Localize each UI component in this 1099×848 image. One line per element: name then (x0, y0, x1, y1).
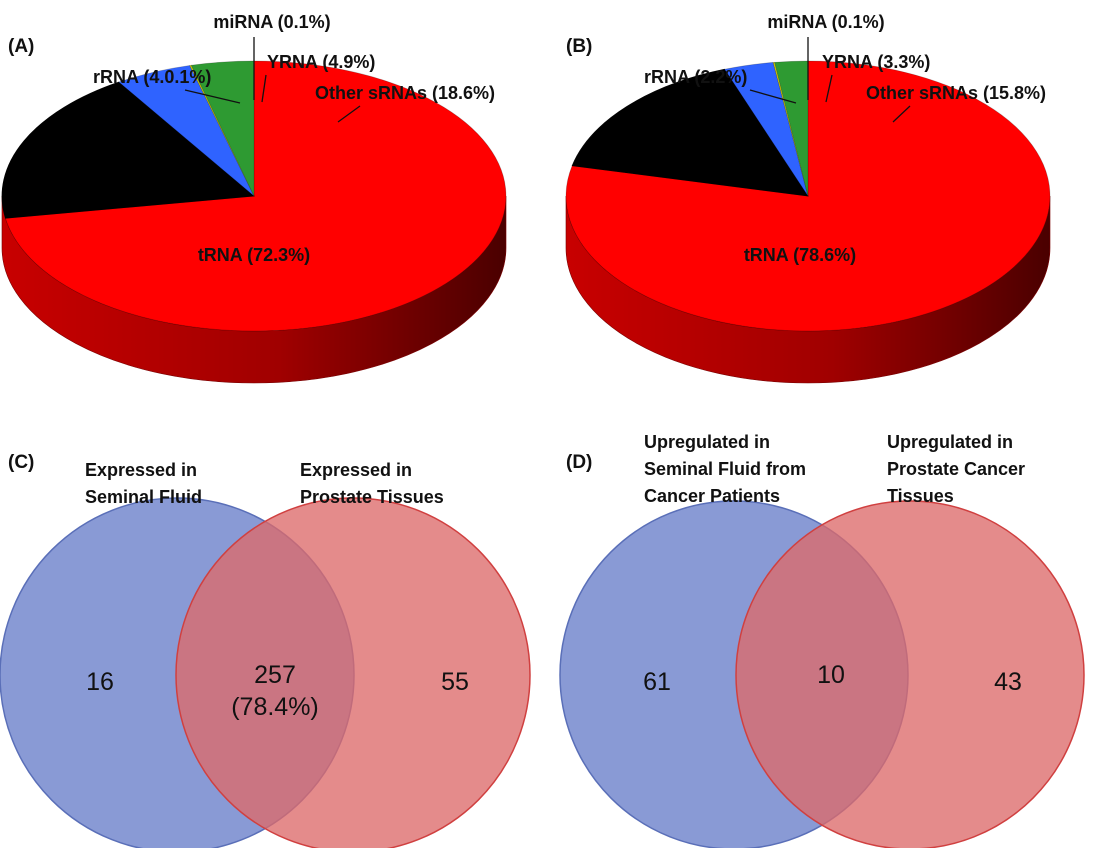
venn-d-overlap-count: 10 (817, 661, 845, 689)
pie-a-label-rrna: rRNA (4.0.1%) (93, 67, 211, 87)
pie-a-label-yrna: YRNA (4.9%) (267, 52, 375, 72)
pie-b-slice-other-srnas (571, 68, 809, 197)
venn-d-right-only-count: 43 (994, 668, 1022, 696)
pie-b-label-mirna: miRNA (0.1%) (767, 12, 884, 32)
pie-b-label-other-srnas: Other sRNAs (15.8%) (866, 83, 1046, 103)
pie-a-side-wall (1, 195, 507, 384)
venn-c-right-only-count: 55 (441, 668, 469, 696)
pie-b-label-yrna: YRNA (3.3%) (822, 52, 930, 72)
venn-d-right-label-line2: Prostate Cancer (887, 459, 1025, 479)
panel-label-b: (B) (566, 36, 592, 57)
venn-d-right-label-line3: Tissues (887, 486, 954, 506)
pie-a-label-other-srnas: Other sRNAs (18.6%) (315, 83, 495, 103)
panel-label-d: (D) (566, 452, 592, 473)
pie-b-slice-yrna (724, 62, 809, 197)
pie-a-label-mirna: miRNA (0.1%) (213, 12, 330, 32)
venn-d-left-only-count: 61 (643, 668, 671, 696)
pie-chart-a: tRNA (72.3%) Other sRNAs (18.6%) YRNA (4.9… (1, 12, 507, 384)
venn-d-left-label-line1: Upregulated in (644, 432, 770, 452)
pie-b-leader-rrna (749, 89, 797, 104)
pie-a-leader-other-srnas (337, 105, 361, 123)
venn-c-right-label-line2: Prostate Tissues (300, 487, 444, 507)
pie-b-leader-yrna (825, 74, 833, 103)
venn-c-set-right (175, 497, 531, 848)
pie-a-leader-yrna (261, 74, 267, 103)
venn-d-left-label-line2: Seminal Fluid from (644, 459, 806, 479)
pie-panel-b: (B) tRNA (78.6%) Other sRNAs (15.8%) YRNA … (565, 12, 1051, 384)
venn-d-set-right (735, 500, 1085, 848)
venn-d-right-label-line1: Upregulated in (887, 432, 1013, 452)
venn-c-left-label-line2: Seminal Fluid (85, 487, 202, 507)
pie-b-leader-other-srnas (892, 105, 911, 123)
pie-chart-b: tRNA (78.6%) Other sRNAs (15.8%) YRNA (3.3… (565, 12, 1051, 384)
venn-panel-d: (D) Upregulated in Seminal Fluid from Ca… (559, 432, 1085, 848)
venn-d-left-label-line3: Cancer Patients (644, 486, 780, 506)
pie-b-label-trna: tRNA (78.6%) (744, 245, 856, 265)
pie-a-label-trna: tRNA (72.3%) (198, 245, 310, 265)
pie-b-slice-mirna (772, 61, 809, 197)
venn-c-overlap-note: (78.4%) (231, 693, 319, 721)
pie-a-slice-mirna (189, 64, 255, 197)
venn-c-left-only-count: 16 (86, 668, 114, 696)
pie-a-slice-yrna (118, 65, 255, 197)
venn-c-right-label-line1: Expressed in (300, 460, 412, 480)
panel-label-a: (A) (8, 36, 34, 57)
venn-panel-c: (C) Expressed in Seminal Fluid Expressed… (0, 452, 531, 848)
pie-a-leader-rrna (184, 89, 241, 104)
venn-c-left-label-line1: Expressed in (85, 460, 197, 480)
pie-a-slice-other-srnas (1, 81, 255, 219)
venn-c-overlap-count: 257 (254, 661, 296, 689)
pie-b-label-rrna: rRNA (2.2%) (644, 67, 747, 87)
pie-panel-a: (A) tRNA (72.3%) Other sRNAs (18.6%) YRNA … (1, 12, 507, 384)
pie-a-slice-trna (4, 60, 507, 332)
panel-label-c: (C) (8, 452, 34, 473)
